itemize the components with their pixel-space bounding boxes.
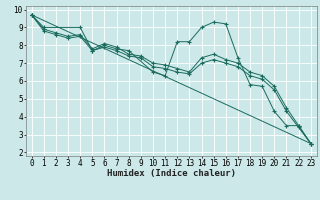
X-axis label: Humidex (Indice chaleur): Humidex (Indice chaleur) [107,169,236,178]
